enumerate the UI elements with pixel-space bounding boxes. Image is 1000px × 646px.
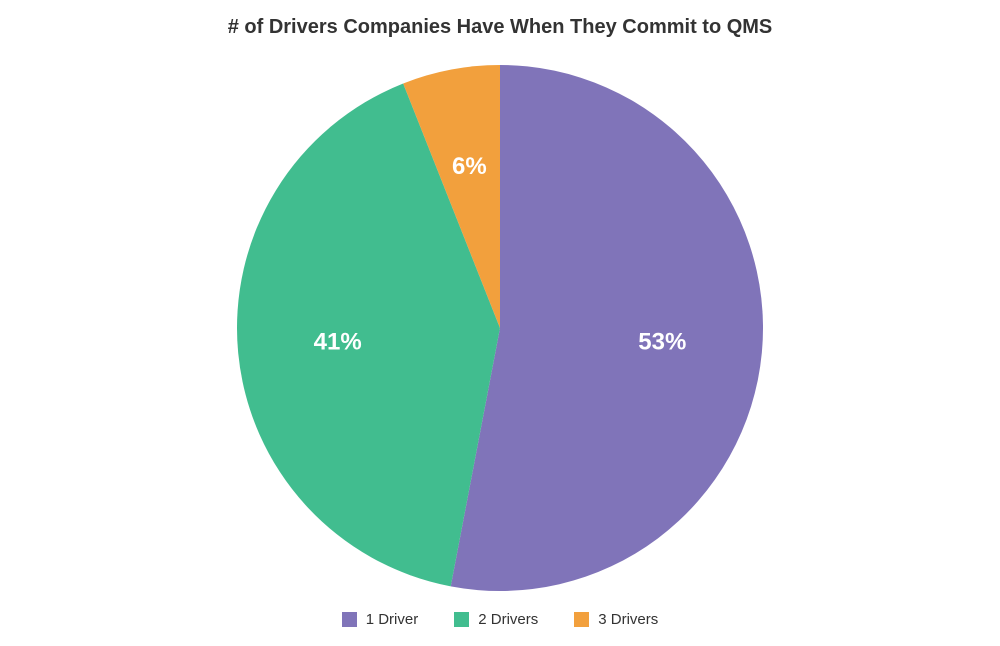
legend-item-2: 2 Drivers bbox=[454, 611, 538, 628]
legend-item-1: 1 Driver bbox=[342, 611, 419, 628]
legend-item-3: 3 Drivers bbox=[574, 611, 658, 628]
pie-svg: 53% 41% 6% bbox=[230, 58, 770, 598]
legend-swatch-3 bbox=[574, 612, 589, 627]
legend-label-1: 1 Driver bbox=[366, 611, 419, 628]
slice-label: 53% bbox=[638, 329, 686, 356]
pie-chart: # of Drivers Companies Have When They Co… bbox=[0, 0, 1000, 646]
legend-swatch-1 bbox=[342, 612, 357, 627]
slice-label: 41% bbox=[314, 329, 362, 356]
chart-title: # of Drivers Companies Have When They Co… bbox=[0, 16, 1000, 39]
legend-label-2: 2 Drivers bbox=[478, 611, 538, 628]
legend: 1 Driver 2 Drivers 3 Drivers bbox=[0, 611, 1000, 628]
slice-label: 6% bbox=[452, 153, 487, 180]
legend-label-3: 3 Drivers bbox=[598, 611, 658, 628]
pie-holder: 53% 41% 6% bbox=[0, 58, 1000, 598]
legend-swatch-2 bbox=[454, 612, 469, 627]
